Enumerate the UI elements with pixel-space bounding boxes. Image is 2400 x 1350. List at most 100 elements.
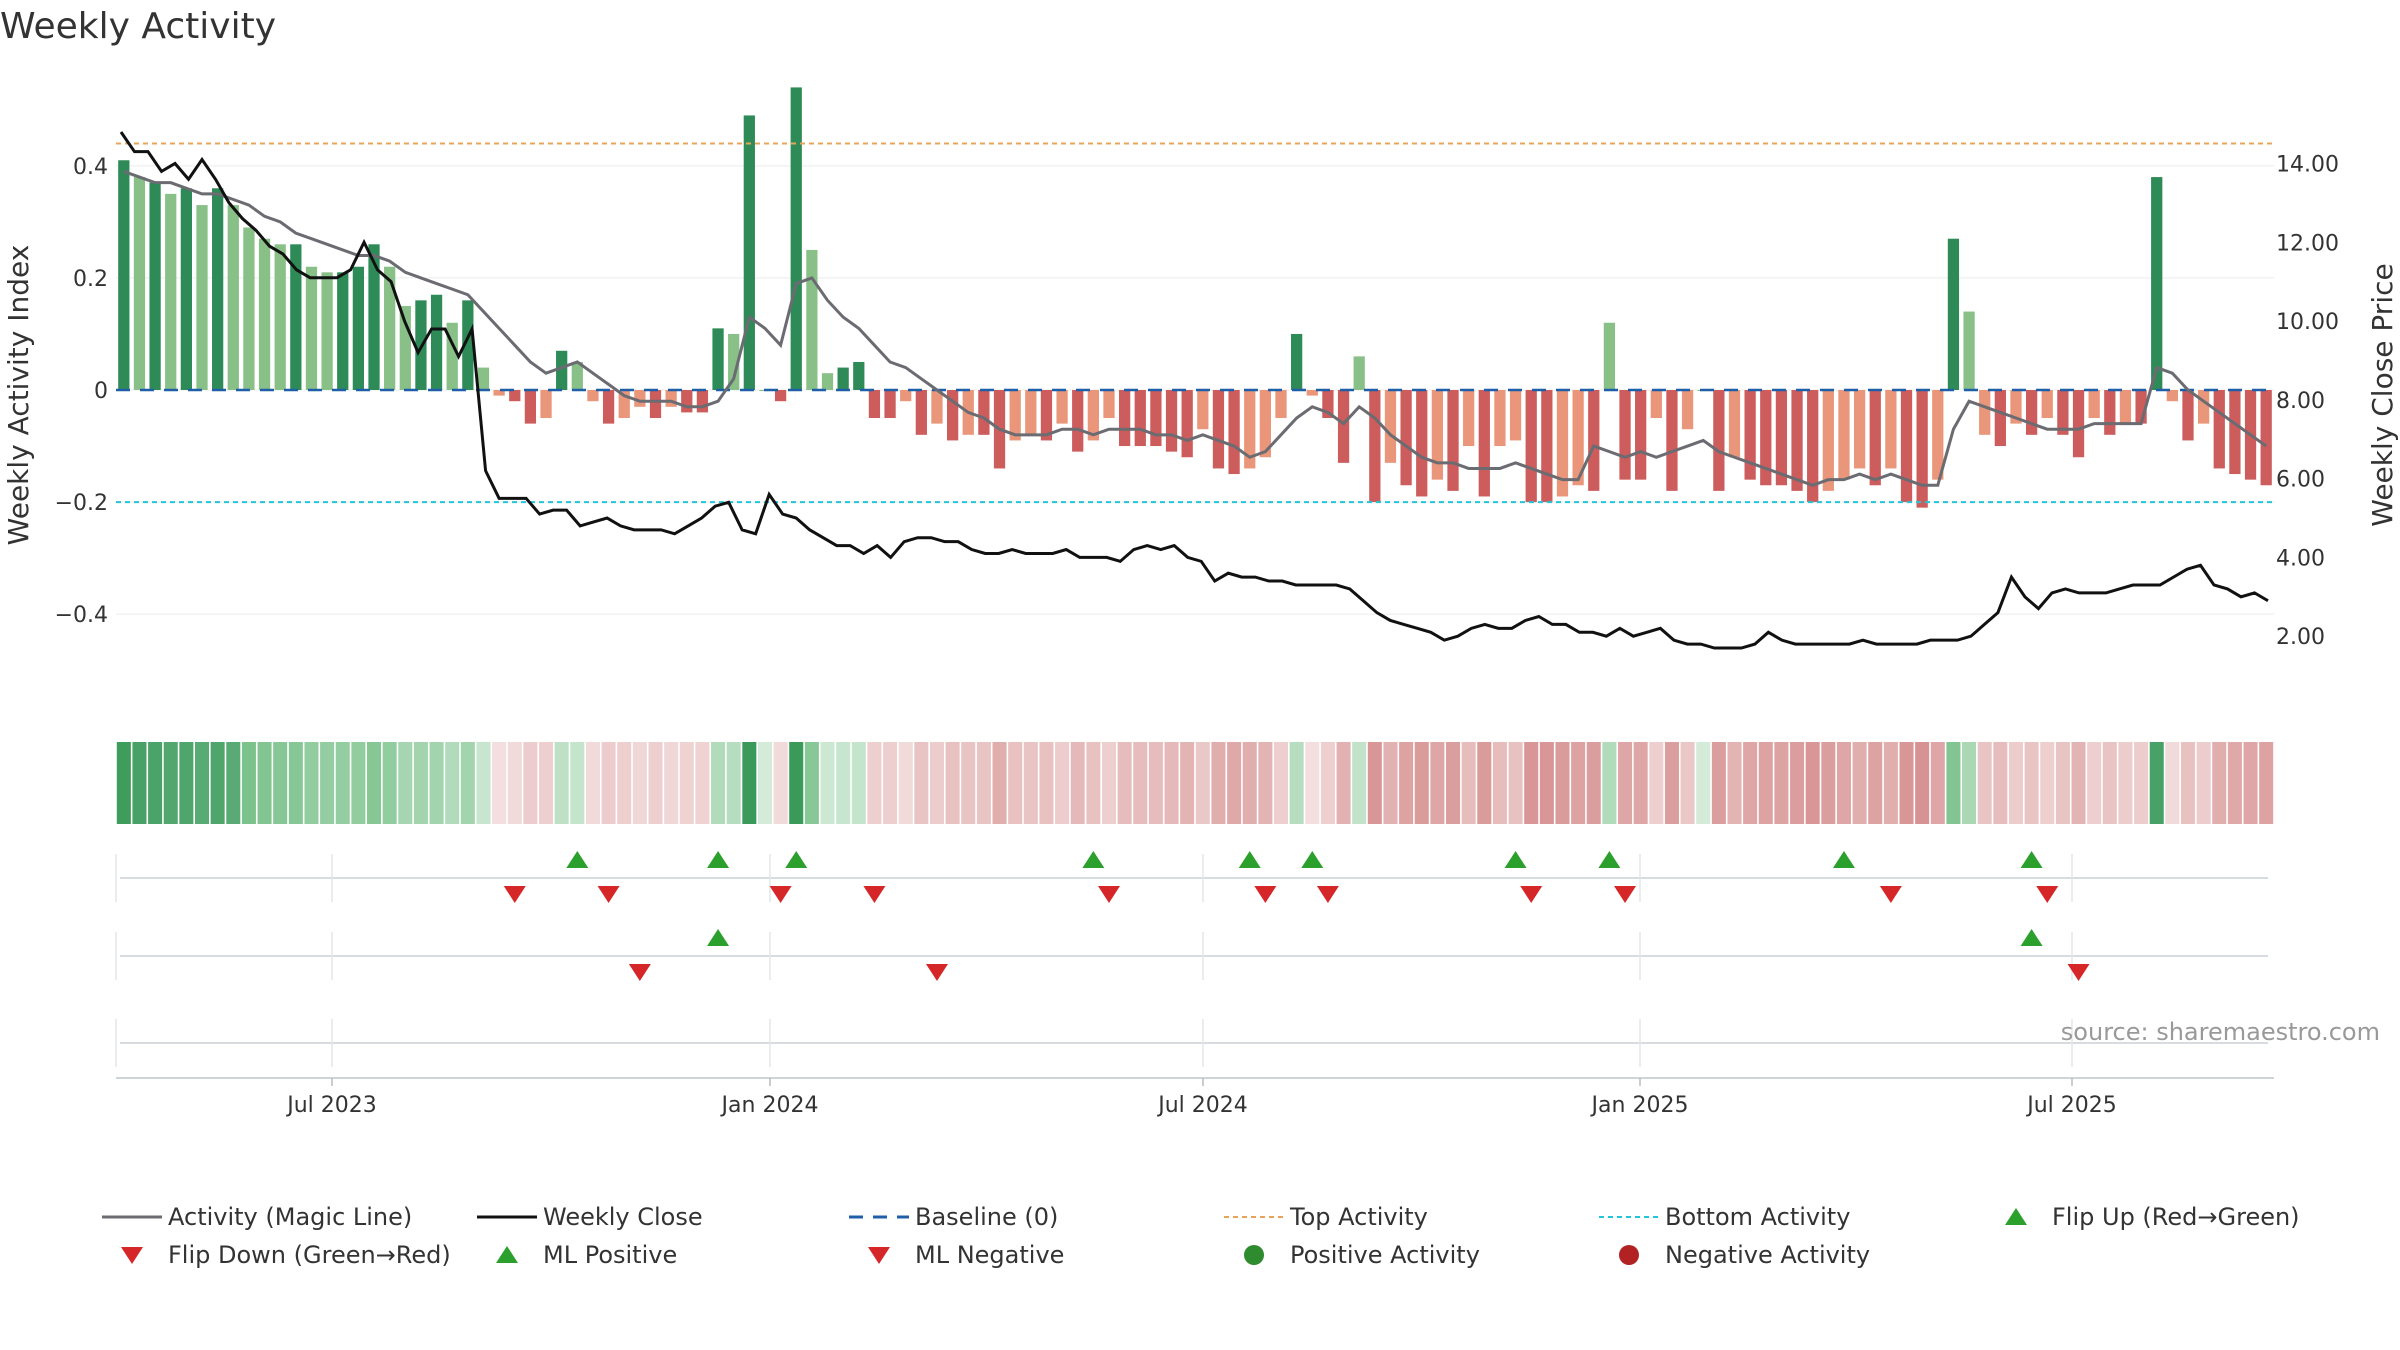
activity-bar: [305, 266, 318, 390]
activity-bar: [1353, 356, 1365, 390]
heat-strip-cell: [507, 742, 522, 824]
legend-item: Flip Up (Red→Green): [2005, 1203, 2300, 1231]
heat-strip-cell: [601, 742, 616, 824]
heat-strip-cell: [2227, 742, 2242, 824]
heat-strip-cell: [1039, 742, 1054, 824]
activity-bar: [1556, 390, 1569, 497]
legend-item: Bottom Activity: [1599, 1203, 1850, 1231]
heat-strip-cell: [445, 742, 460, 824]
heat-strip-cell: [1133, 742, 1148, 824]
heat-strip-cell: [992, 742, 1007, 824]
activity-bar: [1916, 390, 1928, 508]
legend-swatch: [2005, 1208, 2027, 1225]
heat-strip-cell: [320, 742, 335, 824]
activity-bar: [2057, 390, 2069, 435]
activity-bar: [1885, 390, 1897, 469]
activity-bar: [1681, 390, 1694, 430]
activity-bar: [509, 390, 521, 402]
activity-bar: [477, 367, 490, 390]
activity-bar: [1134, 390, 1146, 447]
activity-bar: [1291, 333, 1303, 390]
heat-strip-cell: [163, 742, 178, 824]
activity-bar: [602, 390, 615, 424]
legend-swatch: [1244, 1245, 1264, 1265]
heat-strip-cell: [1414, 742, 1429, 824]
activity-bar: [1963, 311, 1975, 390]
flip-up-marker: [2020, 851, 2043, 868]
heat-strip-cell: [2071, 742, 2086, 824]
heat-strip-cell: [1524, 742, 1539, 824]
legend-item: Positive Activity: [1244, 1241, 1480, 1269]
activity-bar: [2104, 390, 2116, 435]
heat-strip-cell: [2102, 742, 2117, 824]
legend-label: Positive Activity: [1290, 1241, 1480, 1269]
heat-strip-cell: [2008, 742, 2023, 824]
heat-strip-cell: [1586, 742, 1601, 824]
flip-down-marker: [1520, 886, 1543, 903]
y-right-tick-label: 10.00: [2276, 310, 2339, 335]
heat-strip-cell: [1117, 742, 1132, 824]
activity-bar: [728, 333, 740, 390]
heat-strip-cell: [413, 742, 428, 824]
heat-strip-cell: [695, 742, 710, 824]
ml-positive-marker: [707, 929, 730, 946]
heat-strip-cell: [883, 742, 898, 824]
activity-bar: [2010, 390, 2022, 424]
activity-bar: [1275, 390, 1287, 419]
heat-strip-cell: [1758, 742, 1773, 824]
heat-strip-cell: [304, 742, 319, 824]
activity-bar: [133, 177, 146, 390]
heat-strip-cell: [2196, 742, 2211, 824]
heat-strip-cell: [1430, 742, 1445, 824]
heat-strip-cell: [773, 742, 788, 824]
heat-strip-cell: [1899, 742, 1914, 824]
heat-strip-cell: [1211, 742, 1226, 824]
legend-label: Baseline (0): [915, 1203, 1058, 1231]
activity-bar: [430, 294, 443, 390]
heat-strip-cell: [241, 742, 256, 824]
heat-strip-cell: [398, 742, 413, 824]
heat-strip-cell: [742, 742, 757, 824]
heat-strip-cell: [539, 742, 554, 824]
activity-bar: [774, 390, 787, 402]
activity-bar: [1900, 390, 1913, 503]
activity-bar: [2072, 390, 2085, 458]
y-left-axis-ticks: 0.4 0.2 0 −0.2 −0.4: [55, 155, 108, 628]
activity-bar: [2229, 390, 2241, 475]
heat-strip-cell: [1008, 742, 1023, 824]
legend-label: ML Positive: [543, 1241, 677, 1269]
activity-bar: [1541, 390, 1553, 503]
activity-bar: [1447, 390, 1459, 491]
heat-strip-cell: [570, 742, 585, 824]
heat-strip-cell: [1696, 742, 1711, 824]
heat-strip-cell: [1711, 742, 1726, 824]
heat-strip-cell: [335, 742, 350, 824]
flip-down-marker: [863, 886, 886, 903]
activity-bar: [2182, 390, 2194, 441]
activity-bar: [1337, 390, 1350, 463]
legend-label: Flip Down (Green→Red): [168, 1241, 451, 1269]
activity-bar: [1025, 390, 1037, 435]
heat-strip-cell: [1352, 742, 1367, 824]
heat-strip-cell: [1868, 742, 1883, 824]
heat-strip-cell: [726, 742, 741, 824]
legend-label: Activity (Magic Line): [168, 1203, 412, 1231]
flip-up-marker: [707, 851, 730, 868]
legend-label: Flip Up (Red→Green): [2052, 1203, 2300, 1231]
activity-bar: [884, 390, 896, 419]
activity-bar: [2213, 390, 2225, 469]
activity-bar: [446, 322, 458, 390]
heat-strip-cell: [1227, 742, 1242, 824]
y-right-tick-label: 6.00: [2276, 468, 2325, 493]
heat-strip-cell: [1446, 742, 1461, 824]
activity-bar: [337, 272, 349, 390]
heat-strip-cell: [1962, 742, 1977, 824]
heat-strip-cell: [1633, 742, 1648, 824]
flip-up-marker: [1504, 851, 1527, 868]
heat-strip-cell: [2055, 742, 2070, 824]
flip-down-marker: [1614, 886, 1637, 903]
x-tick-label: Jul 2023: [285, 1093, 377, 1118]
activity-bar: [1431, 390, 1444, 480]
flip-down-marker: [503, 886, 526, 903]
x-tick-label: Jan 2025: [1590, 1093, 1689, 1118]
